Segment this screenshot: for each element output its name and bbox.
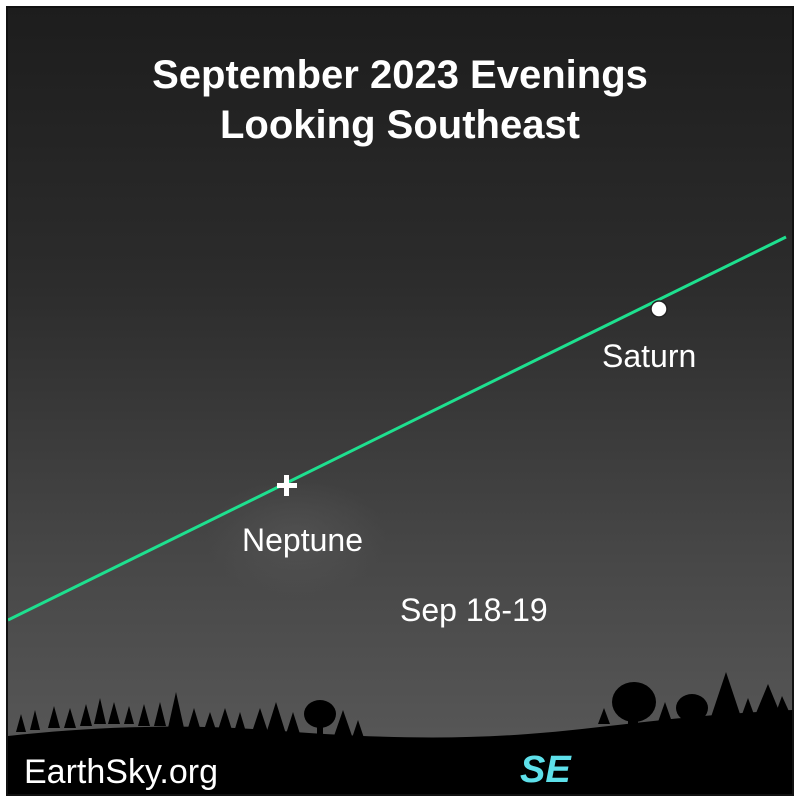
title-line-1: September 2023 Evenings <box>152 53 648 97</box>
sky-chart: September 2023 Evenings Looking Southeas… <box>6 6 794 796</box>
neptune-glow <box>206 478 386 598</box>
chart-title: September 2023 Evenings Looking Southeas… <box>8 50 792 150</box>
neptune-plus-icon <box>277 475 297 496</box>
direction-label: SE <box>520 749 571 791</box>
neptune-label: Neptune <box>242 522 363 558</box>
horizon-silhouette <box>8 672 792 794</box>
ecliptic-line <box>8 235 787 622</box>
date-label: Sep 18-19 <box>400 592 548 628</box>
saturn-label: Saturn <box>602 338 697 374</box>
credit-label: EarthSky.org <box>24 753 219 791</box>
title-line-2: Looking Southeast <box>220 103 580 147</box>
sky-scene <box>8 235 792 794</box>
saturn-dot <box>650 300 668 318</box>
